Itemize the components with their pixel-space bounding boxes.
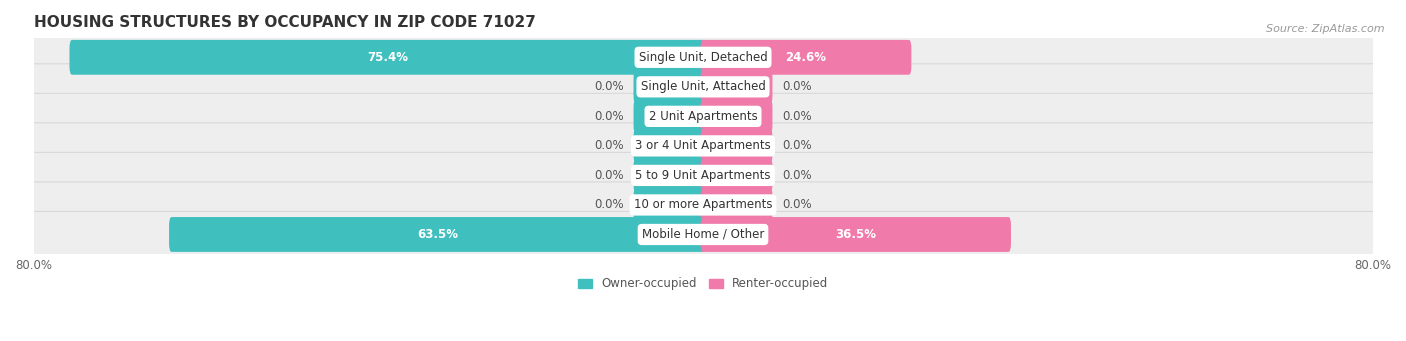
Text: 75.4%: 75.4%	[367, 51, 408, 64]
FancyBboxPatch shape	[27, 93, 1379, 139]
Text: 0.0%: 0.0%	[593, 110, 623, 123]
Text: 2 Unit Apartments: 2 Unit Apartments	[648, 110, 758, 123]
FancyBboxPatch shape	[634, 158, 706, 193]
Text: Mobile Home / Other: Mobile Home / Other	[641, 228, 765, 241]
Text: HOUSING STRUCTURES BY OCCUPANCY IN ZIP CODE 71027: HOUSING STRUCTURES BY OCCUPANCY IN ZIP C…	[34, 15, 536, 30]
FancyBboxPatch shape	[27, 64, 1379, 110]
FancyBboxPatch shape	[634, 99, 706, 134]
FancyBboxPatch shape	[27, 34, 1379, 80]
Legend: Owner-occupied, Renter-occupied: Owner-occupied, Renter-occupied	[572, 273, 834, 295]
Text: 0.0%: 0.0%	[783, 80, 813, 93]
FancyBboxPatch shape	[634, 188, 706, 222]
Text: Single Unit, Detached: Single Unit, Detached	[638, 51, 768, 64]
Text: 24.6%: 24.6%	[786, 51, 827, 64]
FancyBboxPatch shape	[700, 40, 911, 75]
Text: 0.0%: 0.0%	[783, 139, 813, 152]
FancyBboxPatch shape	[169, 217, 706, 252]
Text: 0.0%: 0.0%	[783, 110, 813, 123]
FancyBboxPatch shape	[634, 70, 706, 104]
FancyBboxPatch shape	[700, 158, 772, 193]
FancyBboxPatch shape	[634, 129, 706, 163]
Text: 10 or more Apartments: 10 or more Apartments	[634, 198, 772, 211]
Text: 0.0%: 0.0%	[593, 169, 623, 182]
FancyBboxPatch shape	[700, 70, 772, 104]
Text: 36.5%: 36.5%	[835, 228, 876, 241]
FancyBboxPatch shape	[700, 217, 1011, 252]
Text: 5 to 9 Unit Apartments: 5 to 9 Unit Apartments	[636, 169, 770, 182]
Text: 0.0%: 0.0%	[593, 139, 623, 152]
Text: Single Unit, Attached: Single Unit, Attached	[641, 80, 765, 93]
FancyBboxPatch shape	[700, 129, 772, 163]
FancyBboxPatch shape	[27, 123, 1379, 169]
Text: 0.0%: 0.0%	[783, 169, 813, 182]
FancyBboxPatch shape	[69, 40, 706, 75]
FancyBboxPatch shape	[27, 152, 1379, 198]
FancyBboxPatch shape	[27, 182, 1379, 228]
Text: 3 or 4 Unit Apartments: 3 or 4 Unit Apartments	[636, 139, 770, 152]
Text: 0.0%: 0.0%	[593, 198, 623, 211]
Text: Source: ZipAtlas.com: Source: ZipAtlas.com	[1267, 24, 1385, 34]
FancyBboxPatch shape	[700, 188, 772, 222]
Text: 0.0%: 0.0%	[593, 80, 623, 93]
FancyBboxPatch shape	[27, 211, 1379, 257]
Text: 0.0%: 0.0%	[783, 198, 813, 211]
FancyBboxPatch shape	[700, 99, 772, 134]
Text: 63.5%: 63.5%	[416, 228, 458, 241]
